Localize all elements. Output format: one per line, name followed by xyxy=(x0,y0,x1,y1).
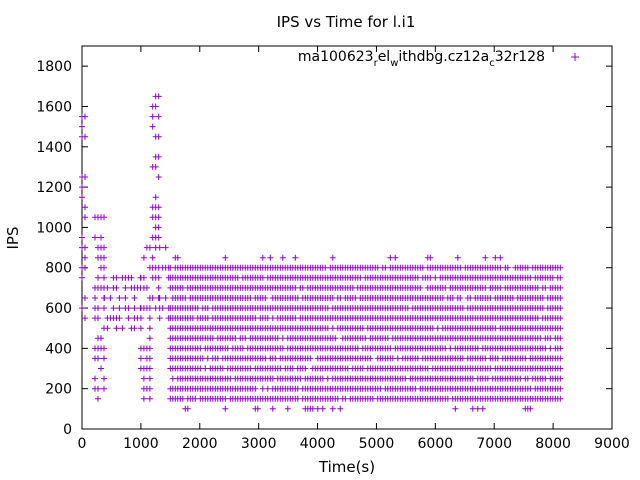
x-tick-label: 0 xyxy=(78,436,87,452)
x-tick-label: 8000 xyxy=(535,436,571,452)
x-tick-label: 9000 xyxy=(594,436,630,452)
y-tick-label: 400 xyxy=(45,341,72,357)
y-tick-label: 1000 xyxy=(36,220,72,236)
x-tick-label: 1000 xyxy=(123,436,159,452)
y-tick-label: 200 xyxy=(45,382,72,398)
legend-part: 32r128 xyxy=(495,49,545,65)
y-tick-label: 1400 xyxy=(36,140,72,156)
legend-subscript: r xyxy=(374,58,379,69)
y-tick-label: 1200 xyxy=(36,180,72,196)
x-tick-label: 6000 xyxy=(418,436,454,452)
legend-plus-marker xyxy=(571,53,579,61)
y-tick-label: 600 xyxy=(45,301,72,317)
series-ips-points xyxy=(79,93,564,412)
x-tick-label: 7000 xyxy=(476,436,512,452)
x-tick-label: 3000 xyxy=(241,436,277,452)
legend-marker xyxy=(571,53,579,61)
x-tick-label: 4000 xyxy=(300,436,336,452)
x-tick-label: 2000 xyxy=(182,436,218,452)
legend-subscript: c xyxy=(489,58,495,69)
y-tick-label: 1600 xyxy=(36,99,72,115)
y-tick-label: 0 xyxy=(63,422,72,438)
legend-subscript: w xyxy=(390,58,398,69)
legend: ma100623relwithdbg.cz12ac32r128 xyxy=(298,49,579,69)
legend-label: ma100623relwithdbg.cz12ac32r128 xyxy=(298,49,545,69)
y-tick-label: 1800 xyxy=(36,59,72,75)
scatter-points xyxy=(79,93,564,412)
legend-part: ithdbg.cz12a xyxy=(398,49,489,65)
x-tick-label: 5000 xyxy=(359,436,395,452)
legend-part: el xyxy=(378,49,391,65)
x-axis: 0 1000 2000 3000 4000 5000 6000 7000 8000 9000 xyxy=(78,46,630,452)
y-axis-label: IPS xyxy=(4,227,22,250)
y-tick-label: 800 xyxy=(45,261,72,277)
y-axis: 0 200 400 600 800 1000 1200 1400 1600 1800 xyxy=(36,59,612,438)
legend-part: ma100623 xyxy=(298,49,374,65)
chart-title: IPS vs Time for l.i1 xyxy=(277,13,416,31)
x-axis-label: Time(s) xyxy=(318,458,375,476)
